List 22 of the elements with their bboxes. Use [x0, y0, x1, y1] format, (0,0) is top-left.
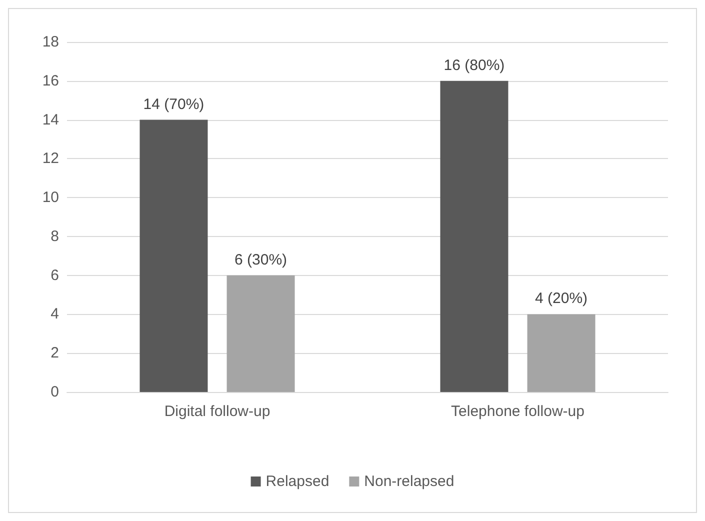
y-tick-label: 0	[50, 384, 59, 400]
y-tick-label: 4	[50, 306, 59, 323]
data-label: 16 (80%)	[444, 56, 505, 74]
y-tick-label: 2	[50, 344, 59, 362]
y-tick-label: 10	[42, 189, 59, 206]
y-tick-label: 12	[42, 150, 59, 168]
legend-label: Non-relapsed	[364, 473, 454, 490]
bar	[527, 314, 596, 392]
y-tick-label: 8	[50, 228, 59, 245]
y-tick-label: 6	[50, 266, 59, 284]
data-label: 4 (20%)	[535, 290, 588, 308]
data-label: 14 (70%)	[143, 96, 204, 113]
y-tick-label: 16	[42, 72, 59, 90]
x-tick-label: Digital follow-up	[164, 403, 270, 420]
x-tick-label: Telephone follow-up	[451, 403, 584, 420]
y-tick-label: 14	[42, 111, 59, 128]
legend-label: Relapsed	[266, 473, 330, 490]
data-label: 6 (30%)	[234, 251, 288, 268]
bar	[226, 275, 295, 392]
bar	[440, 80, 508, 392]
y-tick-label: 18	[42, 34, 59, 50]
bar	[140, 120, 208, 392]
